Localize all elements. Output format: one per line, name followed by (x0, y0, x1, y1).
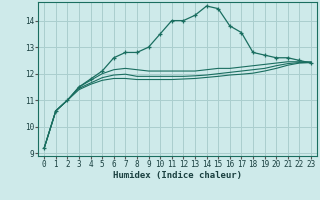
X-axis label: Humidex (Indice chaleur): Humidex (Indice chaleur) (113, 171, 242, 180)
